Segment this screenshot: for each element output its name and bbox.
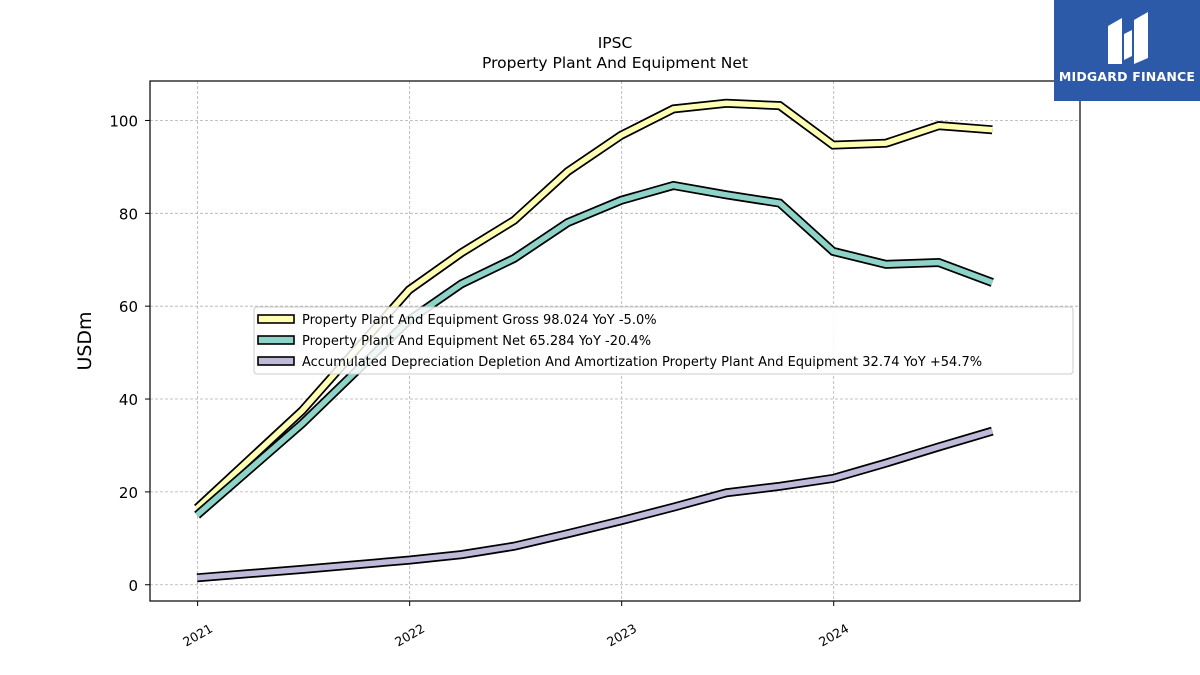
legend-label-0: Property Plant And Equipment Gross 98.02… [302, 313, 657, 328]
legend-box [253, 306, 1074, 375]
y-tick-label: 40 [119, 391, 138, 409]
y-tick-label: 60 [119, 298, 138, 316]
series-layer [194, 98, 994, 583]
midgard-logo-icon [1108, 12, 1148, 64]
legend-label-2: Accumulated Depreciation Depletion And A… [302, 355, 982, 370]
y-tick-label: 80 [119, 205, 138, 223]
y-tick-label: 20 [119, 484, 138, 502]
x-tick-label: 2022 [392, 621, 427, 650]
x-tick-label: 2023 [604, 621, 639, 650]
brand-name: MIDGARD FINANCE [1058, 69, 1196, 84]
brand-logo: MIDGARD FINANCE [1054, 0, 1200, 101]
y-axis-label: USDm [74, 311, 96, 370]
legend-swatch-2 [257, 356, 295, 366]
series-line-2 [196, 428, 994, 581]
plot-frame [149, 80, 1081, 602]
series-outline-0 [194, 98, 993, 512]
y-tick-label: 100 [109, 112, 138, 130]
x-tick-label: 2021 [180, 621, 215, 650]
chart-subtitle: Property Plant And Equipment Net [482, 54, 748, 72]
legend-swatch-0 [257, 314, 295, 324]
series-outline-2 [196, 426, 994, 583]
legend-label-1: Property Plant And Equipment Net 65.284 … [302, 334, 651, 349]
x-tick-label: 2024 [816, 621, 851, 650]
y-tick-label: 0 [128, 577, 138, 595]
chart-title: IPSC [598, 34, 633, 52]
legend-swatch-1 [257, 335, 295, 345]
series-line-0 [195, 100, 993, 511]
legend: Property Plant And Equipment Gross 98.02… [253, 306, 1074, 375]
